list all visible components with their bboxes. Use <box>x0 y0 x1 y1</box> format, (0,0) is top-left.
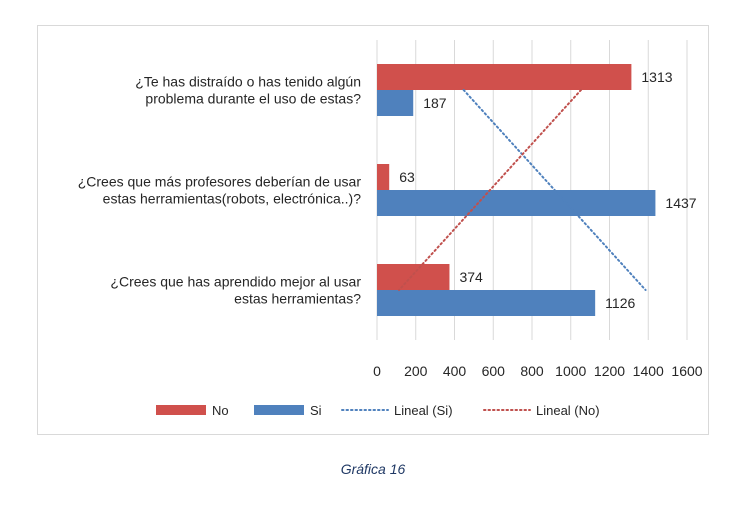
data-label-si-2: 1126 <box>605 295 635 311</box>
x-tick-label-400: 400 <box>443 363 467 379</box>
x-tick-label-200: 200 <box>404 363 428 379</box>
bar-no-2 <box>377 264 450 290</box>
x-tick-label-1200: 1200 <box>594 363 625 379</box>
chart-frame: 0 200 400 600 800 1000 1200 1400 1600 ¿Te has dis… <box>37 25 709 435</box>
legend-no-swatch <box>156 405 206 415</box>
bar-si-1 <box>377 190 656 216</box>
legend-lineal-no-label: Lineal (No) <box>536 403 600 418</box>
category-label-line: problema durante el uso de estas? <box>145 91 361 107</box>
bar-si-0 <box>377 90 414 116</box>
legend-no-label: No <box>212 403 229 418</box>
x-tick-label-1600: 1600 <box>671 363 702 379</box>
data-label-si-1: 1437 <box>665 195 696 211</box>
category-label-line: estas herramientas(robots, electrónica..… <box>103 191 362 207</box>
category-label-line: ¿Te has distraído o has tenido algún <box>135 74 361 90</box>
category-label-line: estas herramientas? <box>234 291 361 307</box>
category-label-2: ¿Crees que has aprendido mejor al usar es… <box>110 274 361 307</box>
bar-no-0 <box>377 64 632 90</box>
bar-no-1 <box>377 164 390 190</box>
legend-si-label: Si <box>310 403 322 418</box>
data-label-no-0: 1313 <box>641 69 672 85</box>
category-label-line: ¿Crees que has aprendido mejor al usar <box>110 274 361 290</box>
x-tick-label-600: 600 <box>482 363 506 379</box>
x-tick-label-0: 0 <box>373 363 381 379</box>
trendline-no <box>398 89 582 291</box>
x-tick-label-1000: 1000 <box>555 363 586 379</box>
data-label-no-1: 63 <box>399 169 415 185</box>
legend-lineal-si-label: Lineal (Si) <box>394 403 453 418</box>
x-tick-label-1400: 1400 <box>633 363 664 379</box>
data-label-no-2: 374 <box>459 269 483 285</box>
category-label-1: ¿Crees que más profesores deberían de us… <box>78 174 362 207</box>
x-tick-label-800: 800 <box>520 363 544 379</box>
legend-si-swatch <box>254 405 304 415</box>
data-label-si-0: 187 <box>423 95 447 111</box>
trendline-si <box>462 89 647 291</box>
category-label-0: ¿Te has distraído o has tenido algún prob… <box>135 74 361 107</box>
figure-caption: Gráfica 16 <box>340 461 406 477</box>
bar-si-2 <box>377 290 596 316</box>
category-label-line: ¿Crees que más profesores deberían de us… <box>78 174 362 190</box>
bar-chart: 0 200 400 600 800 1000 1200 1400 1600 ¿Te has dis… <box>78 40 703 418</box>
